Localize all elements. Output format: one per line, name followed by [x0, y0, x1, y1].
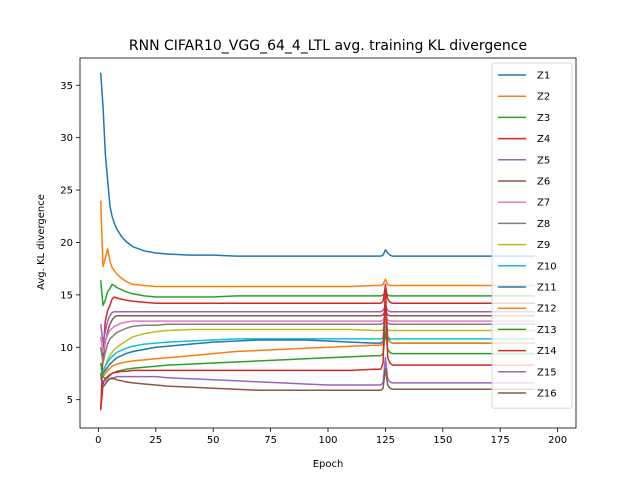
legend-item: Z15 [498, 367, 557, 378]
x-tick-label: 50 [207, 435, 220, 446]
y-tick-label: 20 [60, 238, 73, 249]
legend-label: Z3 [537, 113, 550, 124]
legend-box [491, 62, 573, 409]
y-tick: 30 [60, 133, 80, 144]
legend-item: Z6 [498, 177, 550, 188]
legend-label: Z5 [537, 155, 550, 166]
x-tick: 100 [318, 428, 338, 446]
x-tick-label: 200 [548, 435, 567, 446]
y-tick: 25 [60, 186, 80, 197]
legend-label: Z13 [537, 325, 557, 336]
y-tick: 15 [60, 290, 80, 301]
y-tick-label: 5 [67, 395, 73, 406]
legend-item: Z11 [498, 283, 557, 294]
legend-label: Z1 [537, 71, 550, 82]
legend-label: Z2 [537, 92, 550, 103]
legend-item: Z2 [498, 92, 550, 103]
legend-item: Z9 [498, 240, 550, 251]
x-tick-label: 75 [264, 435, 277, 446]
legend-label: Z12 [537, 304, 557, 315]
series-line-z6 [99, 309, 535, 359]
legend-item: Z7 [498, 198, 550, 209]
x-axis: 0 25 50 75 100 125 150 175 200 [95, 428, 567, 446]
legend-label: Z6 [537, 177, 550, 188]
y-tick: 10 [60, 343, 80, 354]
chart-title: RNN CIFAR10_VGG_64_4_LTL avg. training K… [129, 38, 527, 54]
x-tick-label: 175 [491, 435, 510, 446]
legend-item: Z3 [498, 113, 550, 124]
plot-area [79, 57, 577, 429]
series-line-z14 [99, 283, 535, 411]
y-tick-label: 15 [60, 290, 73, 301]
legend-label: Z7 [537, 198, 550, 209]
legend-label: Z9 [537, 240, 550, 251]
x-tick-label: 150 [433, 435, 452, 446]
y-tick-label: 30 [60, 133, 73, 144]
x-tick: 0 [95, 428, 102, 446]
series-line-z1 [99, 72, 535, 257]
x-tick-label: 0 [95, 435, 101, 446]
legend-item: Z1 [498, 71, 550, 82]
x-tick: 150 [433, 428, 452, 446]
y-axis-label: Avg. KL divergence [36, 194, 47, 290]
legend-label: Z11 [537, 283, 557, 294]
y-tick-label: 25 [60, 186, 73, 197]
x-tick: 175 [491, 428, 510, 446]
legend-label: Z15 [537, 367, 557, 378]
series-line-z3 [99, 280, 535, 307]
x-axis-label: Epoch [313, 459, 344, 470]
series-line-z12 [100, 315, 535, 378]
series-line-z10 [100, 325, 535, 374]
series-line-z16 [99, 367, 535, 392]
legend-label: Z8 [537, 219, 550, 230]
series-line-z2 [99, 200, 535, 288]
y-tick-label: 10 [60, 343, 73, 354]
x-tick-label: 125 [376, 435, 395, 446]
legend-item: Z16 [498, 389, 557, 400]
series-line-z5 [99, 304, 535, 343]
legend-label: Z10 [537, 261, 557, 272]
y-axis: 5 10 15 20 25 30 35 [60, 81, 80, 406]
legend-label: Z16 [537, 389, 557, 400]
y-tick: 35 [60, 81, 80, 92]
series-line-z8 [99, 318, 535, 364]
y-tick: 20 [60, 238, 80, 249]
legend-item: Z4 [498, 134, 550, 145]
x-tick: 200 [548, 428, 567, 446]
legend-item: Z8 [498, 219, 550, 230]
series-line-z15 [100, 357, 535, 386]
legend-item: Z10 [498, 261, 557, 272]
series-line-z4 [99, 284, 535, 411]
y-tick-label: 35 [60, 81, 73, 92]
legend-item: Z13 [498, 325, 557, 336]
y-tick: 5 [67, 395, 80, 406]
legend-label: Z14 [537, 346, 557, 357]
x-tick: 50 [207, 428, 220, 446]
series-line-z7 [99, 315, 535, 354]
legend-label: Z4 [537, 134, 550, 145]
legend: Z1 Z2 Z3 Z4 Z5 Z6 Z7 Z8 Z9 Z10 Z11 Z12 Z13 Z14 Z15 Z16 [491, 62, 573, 409]
series-line-z9 [100, 323, 535, 375]
x-tick-label: 25 [149, 435, 162, 446]
legend-item: Z12 [498, 304, 557, 315]
x-tick: 125 [376, 428, 395, 446]
legend-item: Z5 [498, 155, 550, 166]
x-tick: 25 [149, 428, 162, 446]
legend-item: Z14 [498, 346, 557, 357]
x-tick-label: 100 [318, 435, 337, 446]
x-tick: 75 [264, 428, 277, 446]
